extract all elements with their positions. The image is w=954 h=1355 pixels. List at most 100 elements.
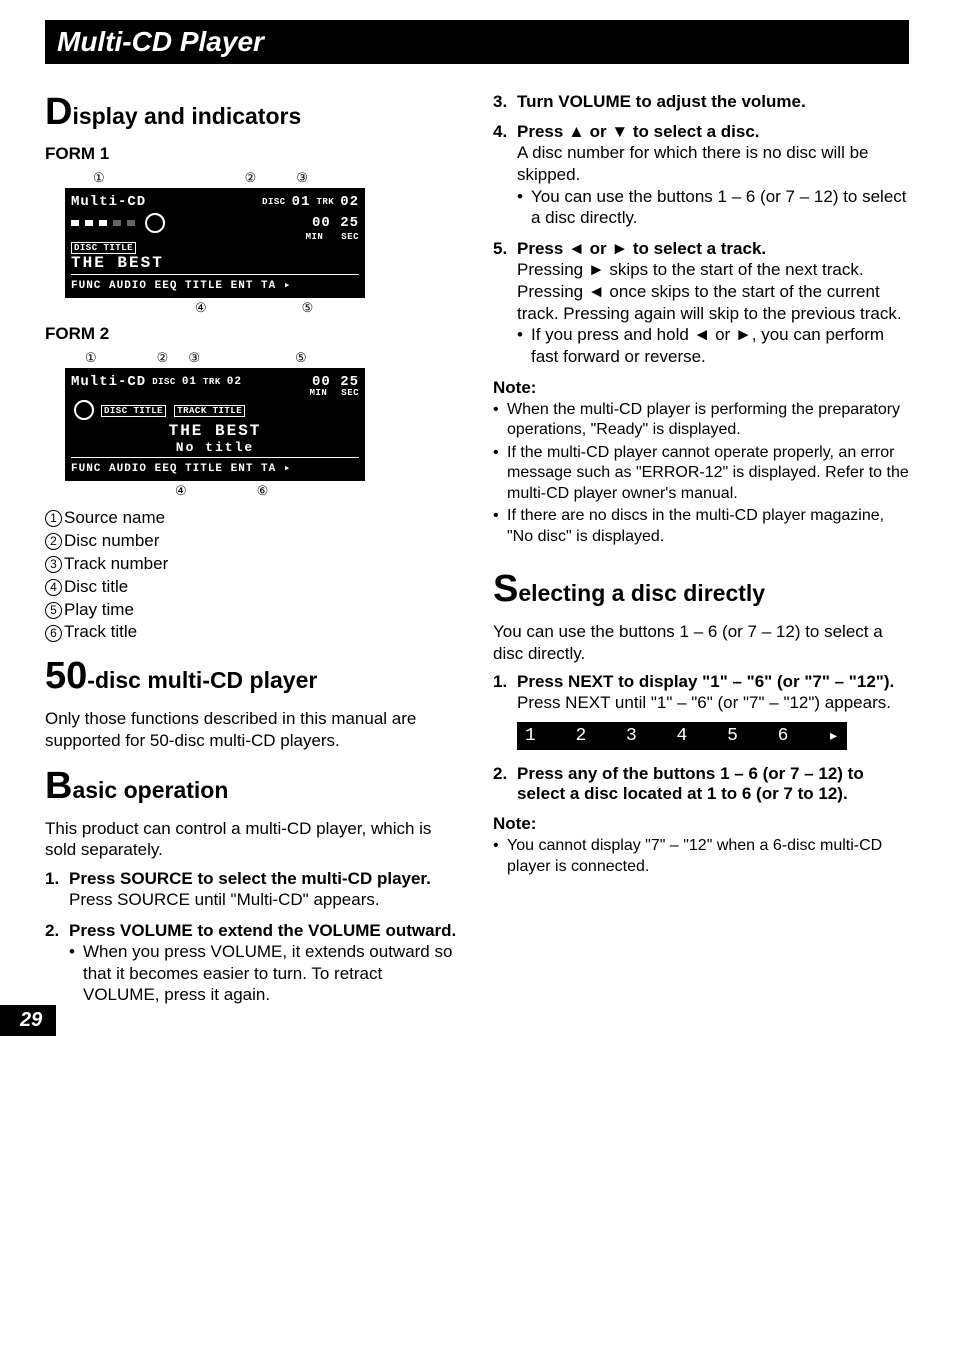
step-4-head: Press ▲ or ▼ to select a disc.: [517, 122, 760, 142]
lcd2-trk: 02: [227, 376, 242, 388]
t: Press: [517, 122, 568, 141]
left-arrow-icon: ◄: [568, 239, 585, 258]
step-3-head: Turn VOLUME to adjust the volume.: [517, 92, 806, 112]
note-item: You cannot display "7" – "12" when a 6-d…: [507, 836, 909, 877]
step-5-head: Press ◄ or ► to select a track.: [517, 239, 766, 259]
step-1: 1.Press SOURCE to select the multi-CD pl…: [45, 869, 461, 911]
strip-5: 5: [727, 726, 738, 746]
lcd2-sec: SEC: [341, 388, 359, 398]
lcd-form1: Multi-CD DISC 01 TRK 02 00 25 MIN SEC DI…: [65, 188, 365, 298]
right-arrow-icon: ►: [588, 260, 605, 279]
step-2-head: Press VOLUME to extend the VOLUME outwar…: [69, 921, 456, 941]
chapter-title-bar: Multi-CD Player: [45, 20, 909, 64]
select-step-2: 2.Press any of the buttons 1 – 6 (or 7 –…: [493, 764, 909, 804]
step-2-bullet: When you press VOLUME, it extends outwar…: [83, 941, 461, 1006]
callout-2b: ②: [157, 350, 169, 366]
legend-list: 1Source name 2Disc number 3Track number …: [45, 507, 461, 645]
note-item: When the multi-CD player is performing t…: [507, 400, 909, 441]
note-list: •When the multi-CD player is performing …: [493, 400, 909, 547]
callout-1: ①: [93, 170, 105, 186]
form1-label: FORM 1: [45, 144, 461, 164]
lcd-disctitle-label: DISC TITLE: [71, 242, 136, 254]
t: skips to the start of the next track.: [605, 260, 864, 279]
step-1-head: Press SOURCE to select the multi-CD play…: [69, 869, 431, 889]
lcd-sec-label: SEC: [341, 232, 359, 242]
step-4-body: A disc number for which there is no disc…: [517, 142, 909, 186]
callout-5: ⑤: [302, 300, 314, 316]
heading-text: -disc multi-CD player: [87, 667, 317, 693]
legend-1: Source name: [64, 508, 165, 527]
paragraph-select: You can use the buttons 1 – 6 (or 7 – 12…: [493, 621, 909, 665]
callout-4b: ④: [175, 483, 187, 499]
t: Press: [517, 239, 568, 258]
callout-4: ④: [195, 300, 207, 316]
legend-4: Disc title: [64, 577, 128, 596]
lcd2-bottom: FUNC AUDIO EEQ TITLE ENT TA ▸: [71, 457, 359, 475]
legend-3: Track number: [64, 554, 168, 573]
lcd-form2: Multi-CD DISC 01 TRK 02 00 25 MIN SEC DI…: [65, 368, 365, 481]
callout-1b: ①: [85, 350, 97, 366]
select-step-1: 1.Press NEXT to display "1" – "6" (or "7…: [493, 672, 909, 750]
right-arrow-icon: ►: [611, 239, 628, 258]
note-item: If the multi-CD player cannot operate pr…: [507, 443, 909, 504]
lcd-trk-label: TRK: [316, 197, 334, 207]
lcd2-tt-label: TRACK TITLE: [174, 405, 245, 417]
strip-2: 2: [576, 726, 587, 746]
step-5: 5. Press ◄ or ► to select a track. Press…: [493, 239, 909, 368]
lcd2-disc-label: DISC: [152, 377, 176, 387]
lcd-time: 00 25: [312, 215, 359, 231]
note-item: If there are no discs in the multi-CD pl…: [507, 506, 909, 547]
t: to select a disc.: [628, 122, 759, 141]
lcd2-title: THE BEST: [71, 422, 359, 440]
lcd2-source: Multi-CD: [71, 374, 146, 390]
lcd-bottom-row: FUNC AUDIO EEQ TITLE ENT TA ▸: [71, 274, 359, 292]
dropcap: B: [45, 765, 72, 807]
lcd-trk-num: 02: [340, 194, 359, 210]
callout-2: ②: [245, 170, 257, 186]
lcd-disc-label: DISC: [262, 197, 286, 207]
form2-label: FORM 2: [45, 324, 461, 344]
right-arrow-icon: ►: [735, 325, 752, 344]
select-step-1-head: Press NEXT to display "1" – "6" (or "7" …: [517, 672, 894, 692]
select-step-2-head: Press any of the buttons 1 – 6 (or 7 – 1…: [517, 764, 909, 804]
paragraph-50disc: Only those functions described in this m…: [45, 708, 461, 752]
figure-form2: ① ② ③ ⑤ Multi-CD DISC 01 TRK 02 00 25 MI…: [65, 350, 461, 499]
lcd-disc-num: 01: [292, 194, 311, 210]
t: or: [585, 122, 611, 141]
lcd-title-text: THE BEST: [71, 254, 359, 272]
lcd2-disc: 01: [182, 376, 197, 388]
t: or: [585, 239, 611, 258]
heading-text: isplay and indicators: [72, 103, 301, 129]
step-5-body-2: Pressing ◄ once skips to the start of th…: [517, 281, 909, 325]
heading-basic-operation: Basic operation: [45, 766, 461, 808]
t: If you press and hold: [531, 325, 694, 344]
strip-3: 3: [626, 726, 637, 746]
legend-6: Track title: [64, 622, 137, 641]
callout-3: ③: [296, 170, 308, 186]
paragraph-basic: This product can control a multi-CD play…: [45, 818, 461, 862]
strip-1: 1: [525, 726, 536, 746]
step-3: 3.Turn VOLUME to adjust the volume.: [493, 92, 909, 112]
heading-text: asic operation: [72, 777, 228, 803]
heading-selecting-disc: Selecting a disc directly: [493, 569, 909, 611]
strip-arrow-icon: ▸: [828, 725, 839, 747]
lcd2-min: MIN: [310, 388, 328, 398]
callout-5b: ⑤: [295, 350, 307, 366]
strip-6: 6: [778, 726, 789, 746]
lcd2-trk-label: TRK: [203, 377, 221, 387]
step-5-bullet: If you press and hold ◄ or ►, you can pe…: [531, 324, 909, 368]
spiral-icon: [141, 212, 169, 234]
lcd2-dt-label: DISC TITLE: [101, 405, 166, 417]
number-strip: 1 2 3 4 5 6 ▸: [517, 722, 847, 750]
t: to select a track.: [628, 239, 766, 258]
lcd-min-label: MIN: [306, 232, 324, 242]
lcd2-subtitle: No title: [71, 440, 359, 455]
heading-50disc: 50-disc multi-CD player: [45, 656, 461, 698]
step-1-body: Press SOURCE until "Multi-CD" appears.: [69, 889, 461, 911]
figure-form1: ① ② ③ Multi-CD DISC 01 TRK 02 00 25: [65, 170, 461, 316]
step-2: 2.Press VOLUME to extend the VOLUME outw…: [45, 921, 461, 1006]
spiral-icon: [71, 398, 97, 422]
select-step-1-body: Press NEXT until "1" – "6" (or "7" – "12…: [517, 692, 909, 714]
right-column: 3.Turn VOLUME to adjust the volume. 4. P…: [493, 92, 909, 1016]
callout-3b: ③: [188, 350, 200, 366]
